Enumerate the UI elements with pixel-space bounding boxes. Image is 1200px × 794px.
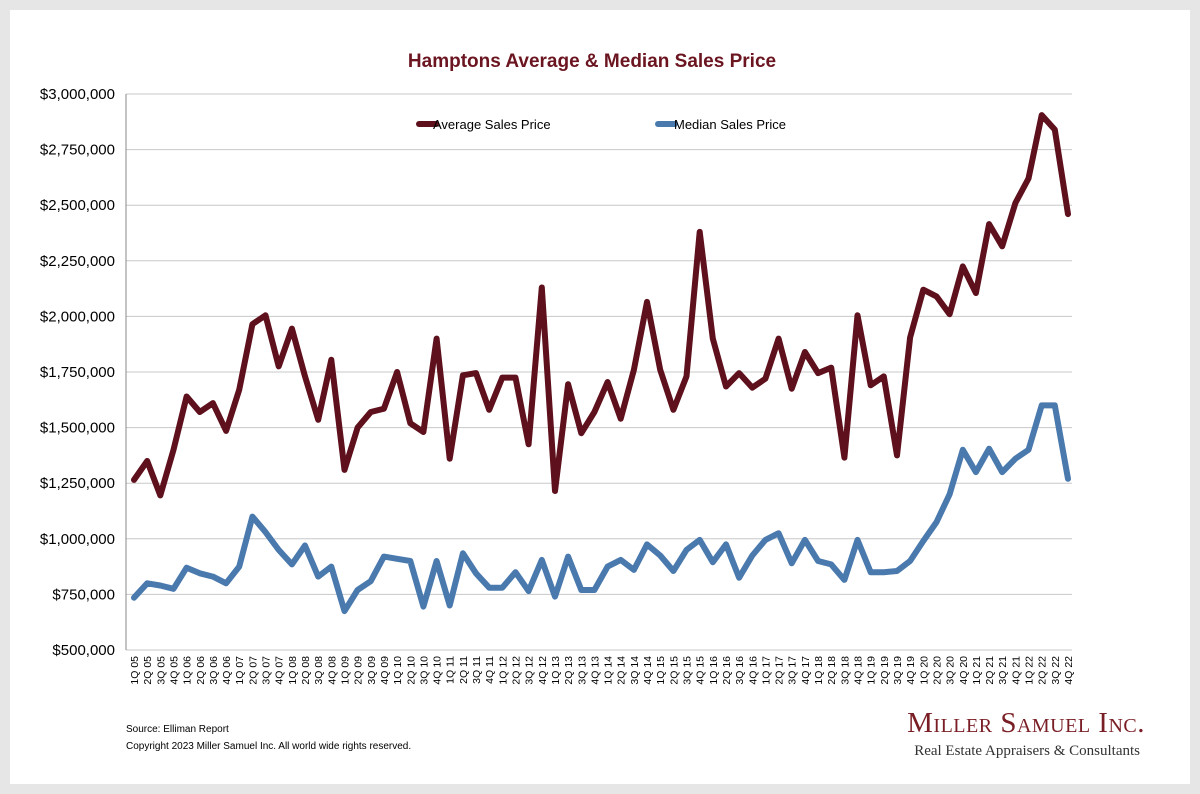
x-tick-label: 2Q 06 xyxy=(195,656,207,685)
x-tick-label: 1Q 07 xyxy=(234,656,246,685)
x-tick-label: 1Q 06 xyxy=(182,656,194,685)
y-tick-label: $2,250,000 xyxy=(40,253,115,270)
x-tick-label: 4Q 16 xyxy=(747,656,759,685)
x-tick-label: 3Q 06 xyxy=(208,656,220,685)
y-tick-labels: $3,000,000 $2,750,000 $2,500,000 $2,250,000… xyxy=(40,86,115,659)
x-tick-label: 1Q 13 xyxy=(550,656,562,685)
brand-tagline: Real Estate Appraisers & Consultants xyxy=(914,743,1140,759)
x-tick-label: 1Q 09 xyxy=(339,656,351,685)
series-line-average-sales-price xyxy=(131,112,1071,499)
copyright-note: Copyright 2023 Miller Samuel Inc. All wo… xyxy=(126,741,412,752)
x-tick-label: 2Q 18 xyxy=(826,656,838,685)
x-tick-label: 2Q 14 xyxy=(616,656,628,685)
x-tick-label: 2Q 15 xyxy=(668,656,680,685)
x-tick-label: 1Q 15 xyxy=(655,656,667,685)
x-tick-label: 3Q 14 xyxy=(629,656,641,685)
x-tick-label: 2Q 21 xyxy=(984,656,996,685)
x-tick-label: 1Q 16 xyxy=(708,656,720,685)
x-tick-label: 4Q 18 xyxy=(853,656,865,685)
y-tick-label: $2,000,000 xyxy=(40,308,115,325)
x-tick-label: 3Q 05 xyxy=(155,656,167,685)
x-tick-label: 1Q 10 xyxy=(392,656,404,685)
x-tick-label: 3Q 10 xyxy=(418,656,430,685)
x-tick-label: 3Q 16 xyxy=(734,656,746,685)
x-tick-label: 2Q 11 xyxy=(458,656,470,684)
x-tick-label: 2Q 05 xyxy=(142,656,154,685)
legend: Average Sales Price Median Sales Price xyxy=(416,117,786,132)
x-tick-label: 3Q 07 xyxy=(261,656,273,685)
x-tick-label: 1Q 22 xyxy=(1024,656,1036,685)
x-tick-label: 3Q 11 xyxy=(471,656,483,684)
x-tick-label: 2Q 07 xyxy=(247,656,259,685)
x-tick-label: 3Q 08 xyxy=(313,656,325,685)
brand-logo-name: Miller Samuel Inc. xyxy=(907,707,1145,739)
y-tick-label: $1,000,000 xyxy=(40,531,115,548)
x-tick-label: 4Q 20 xyxy=(958,656,970,685)
x-tick-label: 2Q 08 xyxy=(300,656,312,685)
x-tick-labels: 1Q 05 2Q 05 3Q 05 4Q 05 1Q 06 2Q 06 3Q 06 4Q 06… xyxy=(129,656,1075,685)
x-tick-label: 1Q 19 xyxy=(866,656,878,685)
y-tick-label: $1,500,000 xyxy=(40,420,115,437)
x-tick-label: 1Q 08 xyxy=(287,656,299,685)
x-tick-label: 3Q 13 xyxy=(576,656,588,685)
x-tick-label: 3Q 15 xyxy=(682,656,694,685)
x-tick-label: 1Q 11 xyxy=(445,656,457,684)
x-tick-label: 2Q 10 xyxy=(405,656,417,685)
x-tick-label: 4Q 06 xyxy=(221,656,233,685)
x-tick-label: 4Q 13 xyxy=(589,656,601,685)
source-note: Source: Elliman Report xyxy=(126,724,229,735)
x-tick-label: 1Q 05 xyxy=(129,656,141,685)
x-tick-label: 3Q 20 xyxy=(945,656,957,685)
y-tick-label: $2,750,000 xyxy=(40,142,115,159)
x-tick-label: 3Q 19 xyxy=(892,656,904,685)
y-tick-label: $1,250,000 xyxy=(40,475,115,492)
x-tick-label: 1Q 21 xyxy=(971,656,983,685)
x-tick-label: 2Q 22 xyxy=(1037,656,1049,685)
x-tick-label: 2Q 20 xyxy=(931,656,943,685)
legend-label-median: Median Sales Price xyxy=(674,117,786,132)
x-tick-label: 1Q 12 xyxy=(497,656,509,685)
x-tick-label: 1Q 18 xyxy=(813,656,825,685)
x-tick-label: 4Q 15 xyxy=(695,656,707,685)
x-tick-label: 2Q 12 xyxy=(510,656,522,685)
y-tick-label: $3,000,000 xyxy=(40,86,115,103)
x-tick-label: 3Q 18 xyxy=(839,656,851,685)
x-tick-label: 1Q 20 xyxy=(918,656,930,685)
x-tick-label: 4Q 14 xyxy=(642,656,654,685)
y-tick-label: $500,000 xyxy=(52,642,115,659)
chart-frame: Hamptons Average & Median Sales Price $3… xyxy=(10,10,1190,784)
x-tick-label: 4Q 08 xyxy=(326,656,338,685)
y-tick-label: $2,500,000 xyxy=(40,197,115,214)
x-tick-label: 3Q 09 xyxy=(366,656,378,685)
x-tick-label: 4Q 21 xyxy=(1010,656,1022,685)
x-tick-label: 3Q 12 xyxy=(524,656,536,685)
x-tick-label: 4Q 19 xyxy=(905,656,917,685)
gridlines xyxy=(126,93,1072,651)
x-tick-label: 4Q 11 xyxy=(484,656,496,684)
x-tick-label: 3Q 17 xyxy=(787,656,799,685)
x-tick-label: 1Q 14 xyxy=(603,656,615,685)
x-tick-label: 4Q 12 xyxy=(537,656,549,685)
x-tick-label: 1Q 17 xyxy=(760,656,772,685)
x-tick-label: 4Q 22 xyxy=(1063,656,1075,685)
x-tick-label: 4Q 07 xyxy=(274,656,286,685)
x-tick-label: 2Q 09 xyxy=(353,656,365,685)
x-tick-label: 2Q 13 xyxy=(563,656,575,685)
x-tick-label: 2Q 19 xyxy=(879,656,891,685)
x-tick-label: 2Q 16 xyxy=(721,656,733,685)
x-tick-label: 3Q 22 xyxy=(1050,656,1062,685)
x-tick-label: 2Q 17 xyxy=(774,656,786,685)
series-lines xyxy=(131,112,1071,615)
line-chart: Hamptons Average & Median Sales Price $3… xyxy=(40,51,1075,685)
chart-title: Hamptons Average & Median Sales Price xyxy=(408,51,776,72)
x-tick-label: 4Q 10 xyxy=(432,656,444,685)
y-tick-label: $750,000 xyxy=(52,586,115,603)
legend-label-average: Average Sales Price xyxy=(433,117,551,132)
y-tick-label: $1,750,000 xyxy=(40,364,115,381)
x-tick-label: 4Q 09 xyxy=(379,656,391,685)
x-tick-label: 3Q 21 xyxy=(997,656,1009,685)
x-tick-label: 4Q 17 xyxy=(800,656,812,685)
x-tick-label: 4Q 05 xyxy=(168,656,180,685)
series-line-median-sales-price xyxy=(131,402,1071,615)
